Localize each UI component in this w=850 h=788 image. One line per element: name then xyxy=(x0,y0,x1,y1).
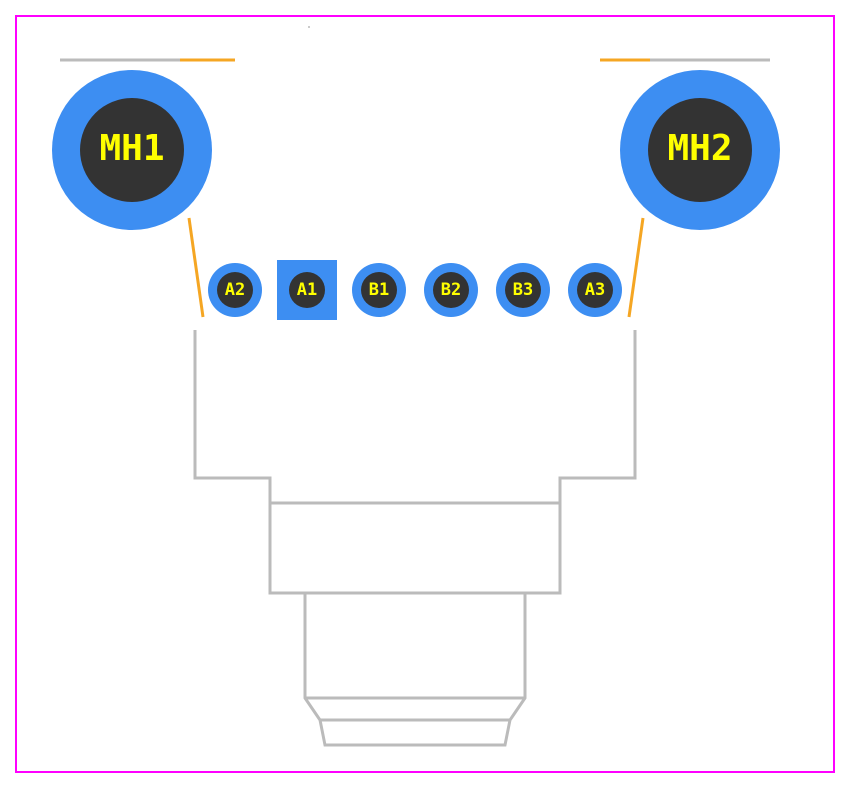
pin-hole-a1 xyxy=(289,272,325,308)
pin-hole-a3 xyxy=(577,272,613,308)
mounting-hole-inner-mh2 xyxy=(648,98,752,202)
pin-hole-b1 xyxy=(361,272,397,308)
pin-hole-b2 xyxy=(433,272,469,308)
pin-hole-b3 xyxy=(505,272,541,308)
mounting-hole-inner-mh1 xyxy=(80,98,184,202)
pin-hole-a2 xyxy=(217,272,253,308)
